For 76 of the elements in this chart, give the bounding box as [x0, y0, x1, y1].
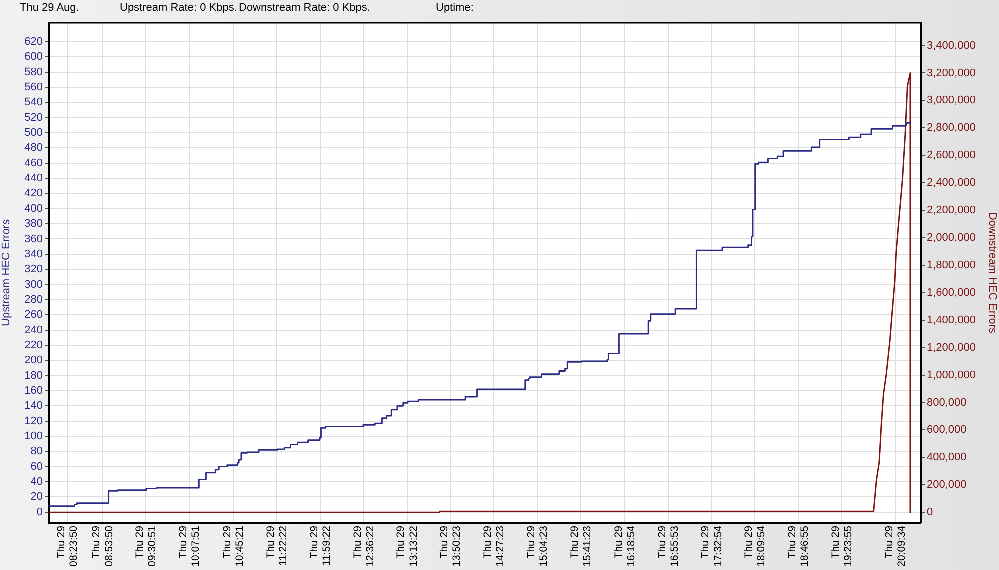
x-tick-label: Thu 29 13:50:23	[438, 526, 464, 567]
y2-tick-label: 2,600,000	[927, 150, 976, 162]
x-tick-label: Thu 29 16:18:54	[612, 526, 638, 567]
y-tick-label: 500	[24, 127, 43, 140]
y-tick-label: 40	[30, 476, 43, 488]
x-tick-label: Thu 29 19:23:55	[830, 526, 855, 567]
y2-tick-label: 1,400,000	[927, 314, 976, 326]
y-tick-label: 440	[24, 172, 43, 185]
y-tick-label: 0	[36, 506, 43, 518]
x-tick-label: Thu 29 11:22:22	[264, 526, 290, 566]
y-tick-label: 160	[24, 385, 43, 398]
y-tick-label: 620	[24, 36, 43, 48]
y2-tick-label: 3,400,000	[927, 40, 976, 52]
y-tick-label: 580	[24, 66, 43, 78]
y-tick-label: 380	[24, 218, 43, 230]
y-tick-label: 520	[24, 112, 43, 124]
y-tick-label: 260	[24, 309, 43, 322]
x-tick-label: Thu 29 12:36:22	[352, 526, 376, 567]
y2-tick-label: 0	[927, 506, 934, 519]
y2-tick-label: 1,600,000	[927, 286, 976, 299]
text: Downstream Rate: 0 Kbps.	[239, 1, 370, 15]
y-tick-label: 320	[24, 264, 43, 276]
y2-tick-label: 3,200,000	[927, 67, 976, 80]
x-tick-label: Thu 29 20:09:34	[884, 526, 908, 567]
y2-tick-label: 2,000,000	[927, 232, 976, 244]
y2-tick-label: 2,200,000	[927, 204, 976, 217]
y2-tick-label: 800,000	[927, 396, 967, 409]
y2-tick-label: 2,400,000	[927, 177, 976, 190]
y2-tick-label: 1,200,000	[927, 342, 976, 354]
x-tick-label: Thu 29 14:27:23	[482, 526, 507, 567]
y-tick-label: 400	[24, 202, 43, 215]
y-tick-label: 540	[24, 96, 43, 109]
y-tick-label: 20	[30, 491, 43, 504]
x-tick-label: Thu 29 10:07:51	[178, 526, 202, 567]
x-tick-label: Thu 29 15:41:23	[568, 526, 594, 567]
y-tick-label: 280	[24, 294, 43, 306]
y-tick-label: 360	[24, 233, 43, 246]
y-tick-label: 220	[24, 339, 43, 352]
y-tick-label: 300	[24, 278, 43, 291]
x-tick-label: Thu 29 17:32:54	[700, 526, 724, 567]
x-tick-label: Thu 29 13:13:22	[395, 526, 420, 567]
y-tick-label: 120	[24, 415, 43, 428]
y-tick-label: 480	[24, 142, 43, 154]
x-tick-label: Thu 29 08:23:50	[55, 526, 80, 567]
y-tick-label: 420	[24, 188, 43, 200]
y-tick-label: 460	[24, 157, 43, 170]
x-tick-label: Thu 29 18:46:55	[786, 526, 812, 567]
y2-tick-label: 400,000	[927, 452, 967, 464]
x-tick-label: Thu 29 16:55:53	[656, 526, 681, 567]
x-tick-label: Thu 29 10:45:21	[222, 526, 246, 567]
y-tick-label: 60	[30, 460, 43, 473]
y-tick-label: 240	[24, 324, 43, 336]
y2-tick-label: 200,000	[927, 479, 967, 492]
chart-title: Thu 29 Aug.	[20, 1, 80, 15]
y-tick-label: 200	[24, 354, 43, 367]
x-tick-label: Thu 29 15:04:23	[525, 526, 550, 567]
text: Upstream Rate: 0 Kbps.	[120, 1, 238, 15]
x-tick-label: Thu 29 11:59:22	[308, 526, 333, 566]
y2-tick-label: 1,800,000	[927, 259, 976, 272]
y-tick-label: 100	[24, 430, 43, 443]
y2-tick-label: 1,000,000	[927, 369, 976, 382]
y-tick-label: 340	[24, 248, 43, 260]
y2-tick-label: 600,000	[927, 424, 967, 436]
y2-tick-label: 2,800,000	[927, 122, 976, 134]
y2-tick-label: 3,000,000	[927, 94, 976, 107]
y-axis-title: Upstream HEC Errors	[0, 219, 13, 326]
y-tick-label: 140	[24, 400, 43, 412]
y-tick-label: 560	[24, 82, 43, 94]
x-tick-label: Thu 29 09:30:51	[134, 526, 159, 567]
y-tick-label: 600	[24, 51, 43, 64]
x-tick-label: Thu 29 08:53:50	[90, 526, 116, 567]
x-tick-label: Thu 29 18:09:54	[743, 526, 768, 567]
y2-axis-title: Downstream HEC Errors	[986, 212, 998, 334]
y-tick-label: 80	[30, 446, 43, 458]
text: Uptime:	[436, 1, 474, 15]
y-tick-label: 180	[24, 370, 43, 382]
